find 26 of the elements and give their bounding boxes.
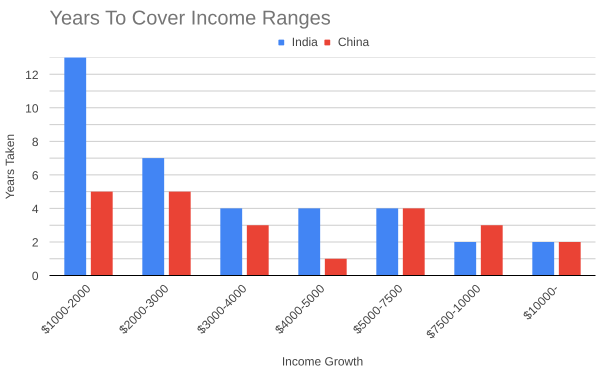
y-tick-label: 10: [25, 101, 39, 116]
bar: [246, 225, 269, 276]
bar: [532, 242, 554, 276]
y-tick-label: 6: [32, 168, 39, 182]
bar: [64, 58, 86, 276]
bar: [90, 192, 113, 276]
y-axis-title: Years Taken: [3, 134, 18, 200]
legend-label: China: [338, 35, 370, 49]
bar: [142, 158, 164, 276]
x-axis-title: Income Growth: [282, 354, 364, 368]
bar: [220, 208, 242, 276]
bar: [402, 208, 425, 276]
y-tick-label: 4: [32, 202, 39, 216]
y-tick-label: 2: [32, 235, 39, 250]
y-tick-label: 8: [32, 134, 39, 149]
bar: [168, 192, 191, 276]
bar: [324, 258, 347, 276]
bar: [558, 242, 581, 276]
chart-title: Years To Cover Income Ranges: [50, 8, 331, 30]
bar: [480, 225, 503, 276]
y-tick-label: 0: [32, 269, 39, 283]
bar: [298, 208, 320, 276]
bar: [454, 242, 476, 276]
y-tick-label: 12: [25, 68, 39, 82]
bar: [376, 208, 398, 276]
legend-label: India: [292, 35, 318, 49]
